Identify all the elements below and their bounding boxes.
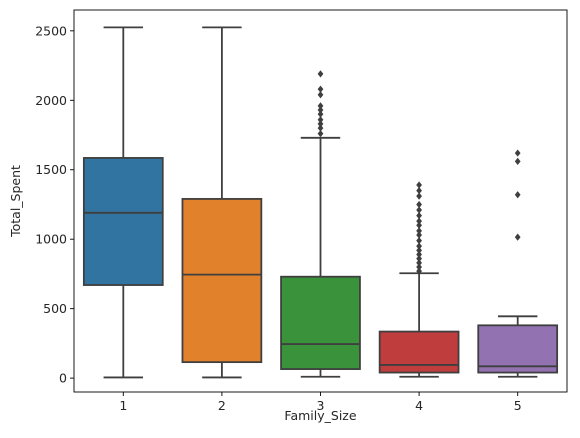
outlier-point: [416, 263, 422, 271]
outlier-point: [416, 231, 422, 239]
x-tick-label: 2: [218, 398, 226, 413]
plot-content: [82, 26, 559, 379]
x-axis: 1 2 3 4 5: [119, 392, 522, 413]
outlier-point: [416, 211, 422, 220]
outlier-point: [317, 85, 324, 93]
outlier-point: [317, 91, 324, 99]
outlier-point: [416, 250, 422, 259]
outlier-point: [416, 221, 422, 229]
y-axis-label: Total_Spent: [8, 165, 23, 238]
outlier-point: [514, 233, 521, 241]
outlier-point: [514, 191, 521, 199]
box-group-2: [181, 26, 263, 379]
outlier-point: [416, 181, 422, 189]
outlier-point: [416, 227, 422, 235]
box-group-1: [82, 26, 164, 379]
outlier-point: [317, 110, 324, 118]
outlier-point: [416, 236, 422, 245]
x-tick-label: 3: [317, 398, 325, 413]
outlier-point: [416, 186, 422, 195]
box-5: [477, 324, 559, 374]
box-4: [378, 330, 460, 374]
outlier-point: [416, 192, 422, 200]
outlier-point: [317, 102, 324, 110]
box-3: [280, 275, 361, 370]
y-tick-label: 2000: [35, 93, 67, 108]
y-tick-label: 1500: [35, 162, 67, 177]
outlier-point: [416, 206, 422, 214]
outlier-point: [317, 106, 324, 114]
outlier-point: [416, 217, 422, 225]
outlier-point: [514, 149, 521, 157]
x-tick-label: 4: [415, 398, 423, 413]
y-tick-label: 1000: [35, 232, 67, 247]
outlier-point: [416, 200, 422, 209]
box-group-3: [280, 70, 361, 378]
outlier-point: [317, 130, 324, 138]
y-tick-label: 2500: [35, 23, 67, 38]
outlier-point: [317, 70, 324, 78]
x-tick-label: 5: [514, 398, 522, 413]
outlier-point: [416, 255, 422, 263]
outlier-point: [317, 124, 324, 132]
box-1: [82, 157, 164, 286]
y-tick-label: 500: [43, 301, 67, 316]
outlier-point: [416, 246, 422, 254]
y-tick-label: 0: [59, 371, 67, 386]
box-2: [181, 198, 263, 364]
outlier-point: [416, 242, 422, 250]
outlier-point: [317, 120, 324, 128]
box-group-5: [477, 149, 559, 378]
x-axis-label: Family_Size: [284, 408, 356, 423]
outlier-point: [514, 157, 521, 166]
x-tick-label: 1: [119, 398, 127, 413]
outlier-point: [416, 259, 422, 267]
y-axis: 0 500 1000 1500 2000 2500: [35, 23, 74, 386]
outlier-point: [416, 267, 422, 275]
outlier-point: [317, 116, 324, 124]
box-group-4: [378, 181, 460, 378]
